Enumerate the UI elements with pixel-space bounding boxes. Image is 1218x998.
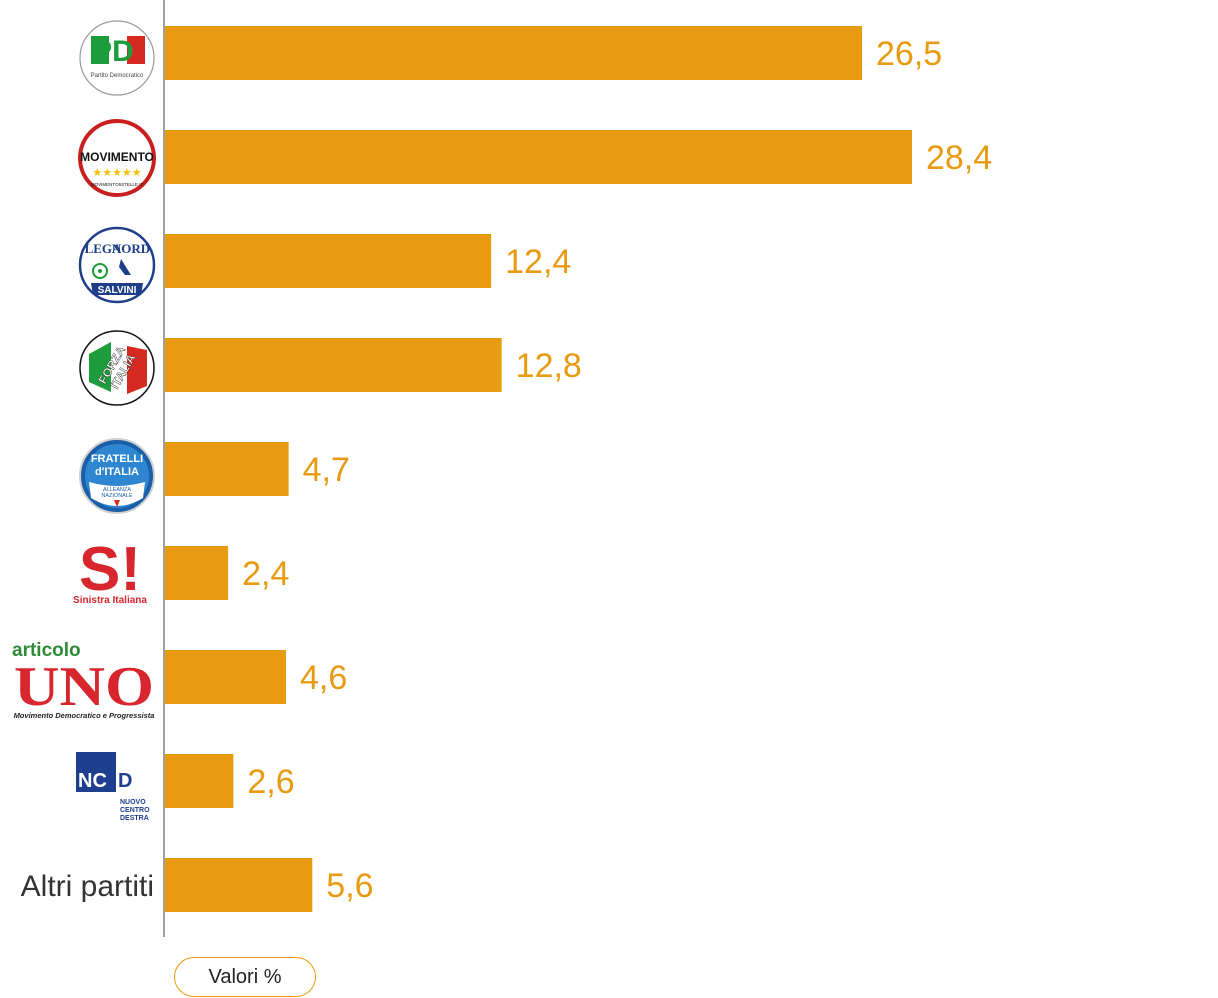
svg-text:NAZIONALE: NAZIONALE bbox=[101, 493, 133, 499]
bar-6 bbox=[165, 650, 286, 704]
pd-logo: PD Partito Democratico bbox=[79, 20, 155, 96]
bar-1 bbox=[165, 130, 912, 184]
value-label-6: 4,6 bbox=[300, 659, 347, 697]
value-label-0: 26,5 bbox=[876, 35, 942, 73]
unit-label: Valori % bbox=[174, 957, 316, 997]
value-label-3: 12,8 bbox=[516, 347, 582, 385]
value-label-5: 2,4 bbox=[242, 555, 289, 593]
svg-text:S!: S! bbox=[79, 535, 141, 604]
svg-text:D: D bbox=[118, 770, 132, 792]
svg-text:CENTRO: CENTRO bbox=[120, 807, 150, 814]
bar-8 bbox=[165, 858, 313, 912]
bar-2 bbox=[165, 234, 492, 288]
value-label-2: 12,4 bbox=[505, 243, 571, 281]
svg-text:d'ITALIA: d'ITALIA bbox=[95, 466, 139, 478]
svg-text:NORD: NORD bbox=[112, 241, 150, 256]
bar-3 bbox=[165, 338, 502, 392]
svg-text:articolo: articolo bbox=[12, 640, 81, 661]
svg-text:NUOVO: NUOVO bbox=[120, 799, 146, 806]
svg-text:Partito Democratico: Partito Democratico bbox=[91, 73, 144, 79]
articolo-uno-logo: articolo UNO Movimento Democratico e Pro… bbox=[12, 640, 154, 720]
bar-5 bbox=[165, 546, 229, 600]
svg-text:SALVINI: SALVINI bbox=[98, 285, 137, 296]
category-label-altri-partiti: Altri partiti bbox=[21, 870, 154, 903]
bar-0 bbox=[165, 26, 863, 80]
svg-text:MOVIMENTO5STELLE.IT: MOVIMENTO5STELLE.IT bbox=[91, 182, 143, 187]
value-label-4: 4,7 bbox=[303, 451, 350, 489]
svg-text:Sinistra Italiana: Sinistra Italiana bbox=[73, 595, 147, 606]
bar-4 bbox=[165, 442, 289, 496]
value-label-1: 28,4 bbox=[926, 139, 992, 177]
svg-text:MOVIMENTO: MOVIMENTO bbox=[80, 150, 154, 164]
bar-7 bbox=[165, 754, 234, 808]
sinistra-italiana-logo: S! Sinistra Italiana bbox=[73, 535, 147, 606]
svg-text:UNO: UNO bbox=[14, 656, 154, 718]
value-label-7: 2,6 bbox=[247, 763, 294, 801]
svg-text:ALLEANZA: ALLEANZA bbox=[103, 487, 131, 493]
svg-text:DESTRA: DESTRA bbox=[120, 815, 149, 822]
ncd-logo: NC D NUOVO CENTRO DESTRA bbox=[76, 752, 150, 822]
svg-text:NC: NC bbox=[78, 770, 107, 792]
svg-text:LEGA: LEGA bbox=[85, 241, 122, 256]
forza-italia-logo: FORZA ITALIA bbox=[79, 330, 155, 406]
fratelli-d-italia-logo: FRATELLI d'ITALIA ALLEANZA NAZIONALE bbox=[79, 438, 155, 514]
svg-text:★★★★★: ★★★★★ bbox=[92, 166, 141, 179]
svg-text:PD: PD bbox=[92, 35, 134, 68]
movimento-5-stelle-logo: MOVIMENTO ★★★★★ MOVIMENTO5STELLE.IT bbox=[78, 119, 156, 197]
svg-text:Movimento Democratico e Progre: Movimento Democratico e Progressista bbox=[14, 711, 155, 720]
svg-text:FRATELLI: FRATELLI bbox=[91, 453, 143, 465]
value-label-8: 5,6 bbox=[326, 867, 373, 905]
lega-nord-logo: LEGA NORD SALVINI bbox=[78, 226, 156, 304]
